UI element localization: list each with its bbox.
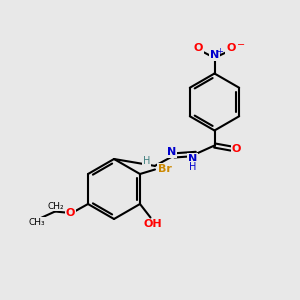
Text: N: N	[188, 154, 197, 164]
Text: −: −	[237, 40, 245, 50]
Text: O: O	[232, 143, 241, 154]
Text: N: N	[210, 50, 219, 61]
Text: Br: Br	[158, 164, 172, 174]
Text: OH: OH	[143, 219, 162, 230]
Text: N: N	[167, 147, 176, 158]
Text: O: O	[66, 208, 75, 218]
Text: O: O	[226, 43, 236, 53]
Text: CH₃: CH₃	[29, 218, 45, 227]
Text: CH₂: CH₂	[47, 202, 64, 211]
Text: O: O	[194, 43, 203, 53]
Text: +: +	[216, 47, 223, 56]
Text: H: H	[189, 161, 197, 172]
Text: H: H	[143, 156, 150, 167]
